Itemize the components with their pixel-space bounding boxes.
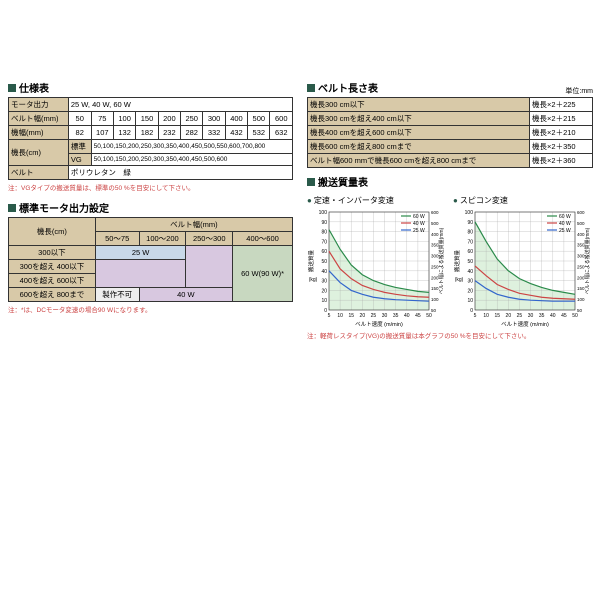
- svg-text:600: 600: [431, 210, 439, 215]
- chart2-title: スピコン変速: [453, 195, 593, 206]
- belt-len-table: 機長300 cm以下機長×2＋225機長300 cmを超え400 cm以下機長×…: [307, 97, 593, 168]
- svg-text:40: 40: [321, 269, 327, 275]
- svg-text:90: 90: [321, 220, 327, 226]
- spec-note: 注：VGタイプの搬送質量は、標準の50 %を目安にして下さい。: [8, 182, 293, 192]
- svg-text:10: 10: [321, 298, 327, 304]
- svg-text:100: 100: [319, 210, 328, 216]
- spec-title: 仕様表: [8, 80, 293, 95]
- svg-text:350: 350: [577, 243, 585, 248]
- svg-text:10: 10: [337, 313, 343, 319]
- chart1-title: 定速・インバータ変速: [307, 195, 447, 206]
- motor-table: 機長(cm)ベルト幅(mm) 50～75100～200250～300400～60…: [8, 217, 293, 302]
- svg-text:5: 5: [474, 313, 477, 319]
- svg-text:20: 20: [321, 288, 327, 294]
- svg-text:30: 30: [321, 279, 327, 285]
- svg-text:80: 80: [321, 230, 327, 236]
- svg-text:40: 40: [467, 269, 473, 275]
- svg-text:40 W: 40 W: [413, 221, 425, 227]
- chart-spicon: 0102030405060708090100510152025303540455…: [453, 208, 593, 328]
- svg-text:35: 35: [539, 313, 545, 319]
- svg-text:150: 150: [431, 286, 439, 291]
- svg-text:30: 30: [382, 313, 388, 319]
- svg-text:20: 20: [360, 313, 366, 319]
- svg-text:搬送質量: 搬送質量: [453, 250, 461, 273]
- svg-text:300: 300: [577, 254, 585, 259]
- svg-text:25 W: 25 W: [559, 228, 571, 234]
- svg-text:40: 40: [550, 313, 556, 319]
- svg-text:5: 5: [328, 313, 331, 319]
- svg-text:45: 45: [561, 313, 567, 319]
- svg-text:100: 100: [465, 210, 474, 216]
- svg-text:70: 70: [467, 239, 473, 245]
- svg-text:50: 50: [321, 259, 327, 265]
- chart-note: 注：軽荷レスタイプ(VG)の搬送質量は本グラフの50 %を目安にして下さい。: [307, 330, 593, 340]
- motor-note: 注：*は、DCモータ変速の場合90 Wになります。: [8, 304, 293, 314]
- svg-text:90: 90: [467, 220, 473, 226]
- svg-text:40 W: 40 W: [559, 221, 571, 227]
- svg-text:100: 100: [577, 297, 585, 302]
- svg-text:(kg): (kg): [309, 277, 318, 283]
- svg-text:250: 250: [577, 264, 585, 269]
- svg-text:150: 150: [577, 286, 585, 291]
- svg-text:20: 20: [467, 288, 473, 294]
- svg-text:350: 350: [431, 243, 439, 248]
- svg-text:250: 250: [431, 264, 439, 269]
- svg-text:70: 70: [321, 239, 327, 245]
- svg-text:ベルト幅による搬送質量(mm): ベルト幅による搬送質量(mm): [438, 227, 445, 294]
- svg-text:15: 15: [494, 313, 500, 319]
- svg-text:ベルト速度 (m/min): ベルト速度 (m/min): [355, 320, 403, 328]
- svg-text:50: 50: [572, 313, 578, 319]
- svg-text:60 W: 60 W: [413, 214, 425, 220]
- svg-text:50: 50: [577, 308, 583, 313]
- svg-text:80: 80: [467, 230, 473, 236]
- svg-text:25: 25: [517, 313, 523, 319]
- svg-text:ベルト速度 (m/min): ベルト速度 (m/min): [501, 320, 549, 328]
- svg-text:ベルト幅による搬送質量(mm): ベルト幅による搬送質量(mm): [584, 227, 591, 294]
- svg-text:50: 50: [431, 308, 437, 313]
- spec-table: モータ出力25 W, 40 W, 60 W ベルト幅(mm)5075100150…: [8, 97, 293, 180]
- svg-text:(kg): (kg): [455, 277, 464, 283]
- svg-text:10: 10: [467, 298, 473, 304]
- svg-text:60: 60: [321, 249, 327, 255]
- chart-inverter: 0102030405060708090100510152025303540455…: [307, 208, 447, 328]
- svg-text:200: 200: [577, 275, 585, 280]
- belt-len-title: ベルト長さ表: [307, 80, 378, 95]
- svg-text:35: 35: [393, 313, 399, 319]
- svg-text:300: 300: [431, 254, 439, 259]
- svg-text:500: 500: [431, 221, 439, 226]
- svg-text:400: 400: [577, 232, 585, 237]
- svg-text:200: 200: [431, 275, 439, 280]
- svg-text:50: 50: [467, 259, 473, 265]
- svg-text:25 W: 25 W: [413, 228, 425, 234]
- svg-text:30: 30: [528, 313, 534, 319]
- svg-text:400: 400: [431, 232, 439, 237]
- svg-text:500: 500: [577, 221, 585, 226]
- motor-title: 標準モータ出力設定: [8, 200, 293, 215]
- mass-title: 搬送質量表: [307, 174, 593, 189]
- unit-label: 単位:mm: [565, 86, 593, 96]
- svg-text:45: 45: [415, 313, 421, 319]
- svg-text:50: 50: [426, 313, 432, 319]
- svg-text:40: 40: [404, 313, 410, 319]
- svg-text:30: 30: [467, 279, 473, 285]
- svg-text:15: 15: [348, 313, 354, 319]
- svg-text:20: 20: [506, 313, 512, 319]
- svg-text:60 W: 60 W: [559, 214, 571, 220]
- svg-text:60: 60: [467, 249, 473, 255]
- svg-text:100: 100: [431, 297, 439, 302]
- svg-text:600: 600: [577, 210, 585, 215]
- svg-text:搬送質量: 搬送質量: [307, 250, 315, 273]
- svg-text:25: 25: [371, 313, 377, 319]
- svg-text:10: 10: [483, 313, 489, 319]
